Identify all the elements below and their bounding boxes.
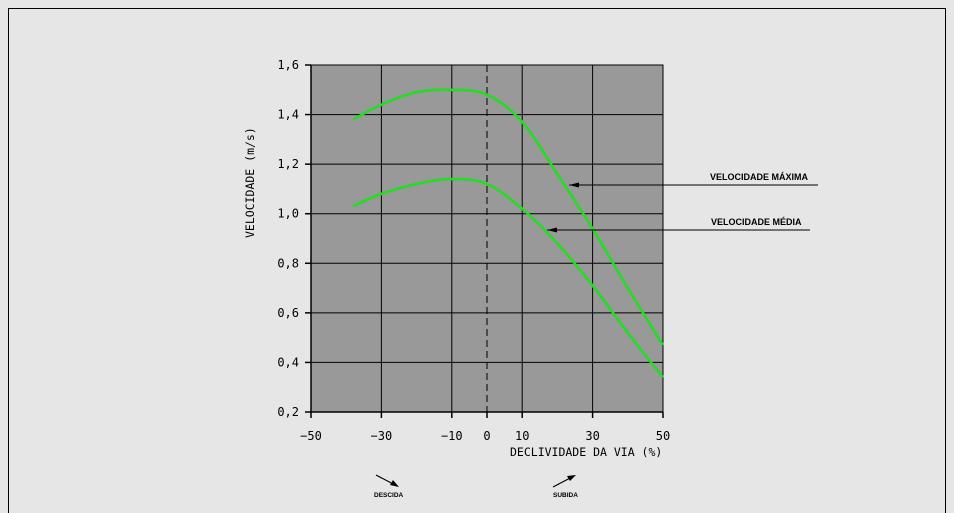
x-tick-label: −30 [371, 429, 393, 443]
x-axis-title: DECLIVIDADE DA VIA (%) [510, 445, 662, 459]
descida-arrowhead-icon [390, 480, 399, 487]
x-tick-label: 10 [515, 429, 529, 443]
x-tick-label: 30 [585, 429, 599, 443]
descida-annotation: DESCIDA [374, 474, 404, 499]
descida-label: DESCIDA [374, 492, 404, 499]
legend-max-arrowhead [569, 182, 579, 188]
y-tick-label: 0,6 [277, 306, 299, 320]
plot-background [310, 64, 664, 413]
legend-med: VELOCIDADE MÉDIA [547, 217, 810, 233]
legend-max-label: VELOCIDADE MÁXIMA [710, 172, 809, 182]
series-line-max [352, 88, 665, 346]
x-tick-label: −10 [441, 429, 463, 443]
series-line-media [352, 177, 665, 379]
y-axis-title: VELOCIDADE (m/s) [243, 127, 257, 238]
axes: −50 −30 −10 0 10 30 50 0,2 0,4 0,6 0,8 1,0 1,2 1,4 1,6 [277, 58, 670, 443]
y-tick-label: 1,6 [277, 58, 299, 72]
subida-label: SUBIDA [553, 492, 578, 499]
subida-annotation: SUBIDA [552, 475, 578, 499]
y-tick-label: 0,8 [277, 256, 299, 270]
y-tick-label: 0,4 [277, 355, 299, 369]
y-tick-label: 1,0 [277, 207, 299, 221]
legend-max: VELOCIDADE MÁXIMA [569, 172, 818, 188]
x-tick-label: −50 [300, 429, 322, 443]
series-group [352, 88, 665, 379]
legend-med-label: VELOCIDADE MÉDIA [711, 217, 802, 227]
drawing-frame [8, 8, 946, 513]
subida-arrowhead-icon [567, 475, 576, 481]
x-tick-label: 50 [656, 429, 670, 443]
y-tick-label: 1,4 [277, 108, 299, 122]
y-tick-label: 1,2 [277, 157, 299, 171]
y-tick-label: 0,2 [277, 405, 299, 419]
legend-med-arrowhead [547, 227, 557, 233]
x-tick-label: 0 [483, 429, 490, 443]
